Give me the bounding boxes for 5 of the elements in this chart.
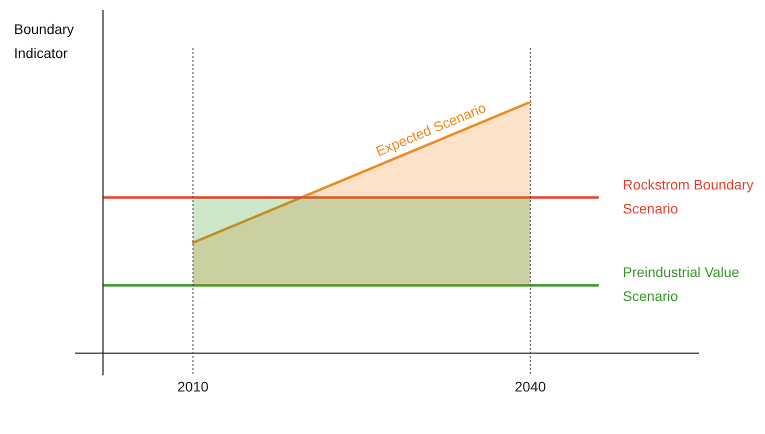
x-tick-label: 2040 [514, 378, 546, 394]
series-label: Rockstrom Boundary Scenario [622, 176, 754, 216]
x-tick-label: 2010 [177, 378, 209, 394]
series-label: Preindustrial Value Scenario [622, 264, 740, 304]
y-axis-title: Boundary Indicator [14, 21, 74, 61]
